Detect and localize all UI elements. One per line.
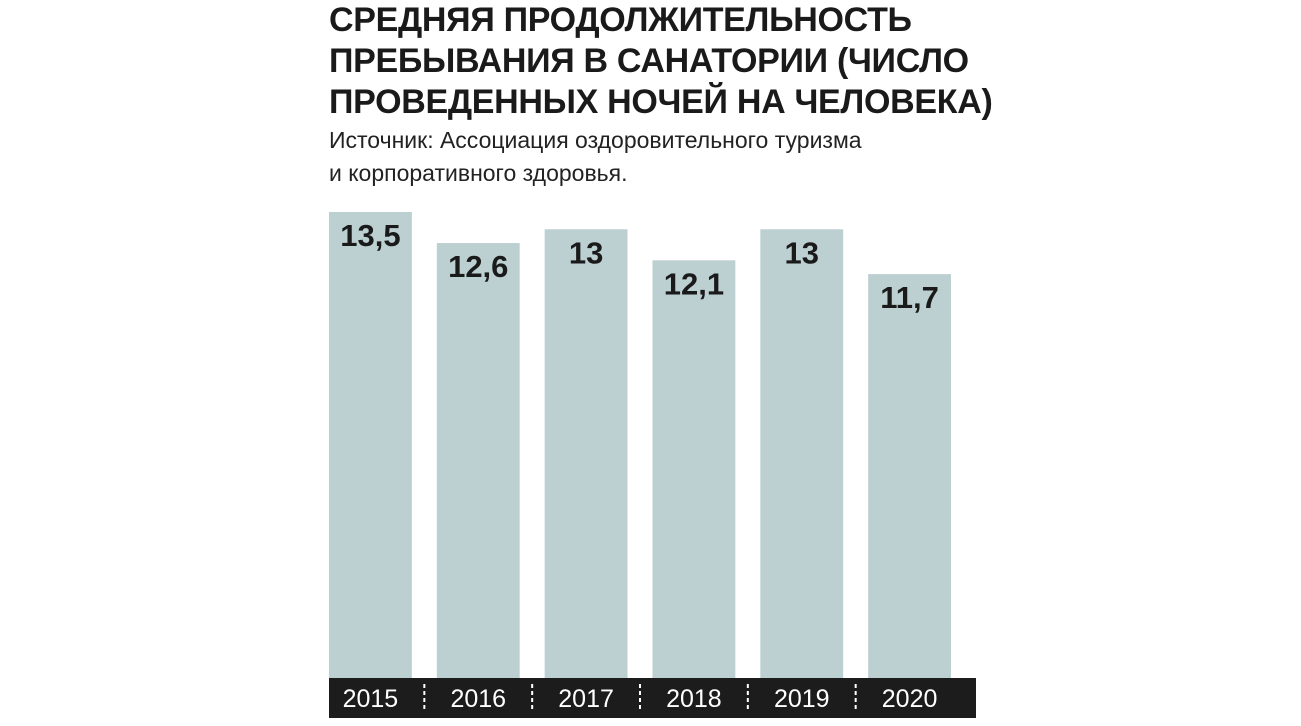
- chart-source-line: и корпоративного здоровья.: [329, 160, 628, 186]
- bar-value-label: 13: [569, 235, 603, 270]
- bar-value-label: 13: [785, 235, 819, 270]
- chart-source-note: Источник: Ассоциация оздоровительного ту…: [329, 124, 989, 190]
- x-tick-label: 2018: [666, 685, 722, 713]
- bar-2018: [652, 260, 736, 678]
- chart-title-line: ПРЕБЫВАНИЯ В САНАТОРИИ (ЧИСЛО: [329, 42, 969, 80]
- bar-2015: [329, 212, 412, 678]
- x-axis-band: [329, 678, 976, 718]
- chart-title-line: СРЕДНЯЯ ПРОДОЛЖИТЕЛЬНОСТЬ: [329, 1, 912, 39]
- bar-value-label: 11,7: [880, 280, 939, 315]
- x-tick-label: 2017: [558, 685, 614, 713]
- x-tick-label: 2019: [774, 685, 830, 713]
- chart-title-line: ПРОВЕДЕННЫХ НОЧЕЙ НА ЧЕЛОВЕКА): [329, 83, 993, 121]
- chart-figure: СРЕДНЯЯ ПРОДОЛЖИТЕЛЬНОСТЬ ПРЕБЫВАНИЯ В С…: [329, 0, 993, 726]
- bar-value-label: 13,5: [340, 218, 400, 253]
- chart-title: СРЕДНЯЯ ПРОДОЛЖИТЕЛЬНОСТЬ ПРЕБЫВАНИЯ В С…: [329, 0, 993, 123]
- bar-2020: [868, 274, 951, 678]
- bar-value-label: 12,1: [664, 266, 724, 301]
- bar-2017: [544, 229, 628, 678]
- x-tick-label: 2020: [882, 685, 938, 713]
- x-tick-label: 2015: [343, 685, 399, 713]
- x-tick-label: 2016: [450, 685, 506, 713]
- bar-2019: [760, 229, 844, 678]
- bar-value-label: 12,6: [448, 249, 508, 284]
- chart-source-line: Источник: Ассоциация оздоровительного ту…: [329, 127, 862, 153]
- bars-layer: 13,5 12,6 13 12,1 13 11,7: [329, 212, 951, 679]
- x-axis: 2015 2016 2017 2018 2019 2020: [329, 678, 976, 718]
- bar-2016: [436, 243, 520, 679]
